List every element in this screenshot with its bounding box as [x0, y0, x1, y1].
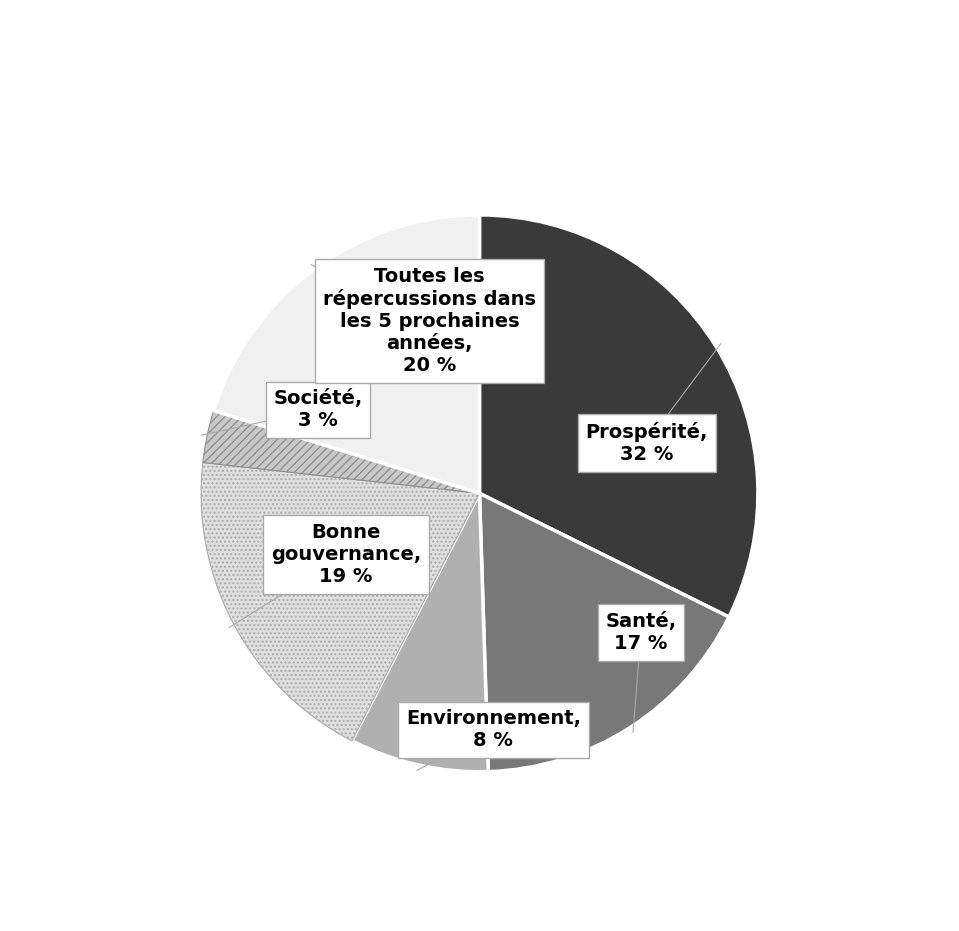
Wedge shape	[202, 411, 480, 493]
Wedge shape	[214, 215, 480, 493]
Wedge shape	[480, 215, 758, 617]
Wedge shape	[201, 463, 480, 741]
Text: Toutes les
répercussions dans
les 5 prochaines
années,
20 %: Toutes les répercussions dans les 5 proc…	[323, 266, 536, 375]
Text: Bonne
gouvernance,
19 %: Bonne gouvernance, 19 %	[270, 523, 421, 587]
Text: Société,
3 %: Société, 3 %	[273, 389, 363, 430]
Text: Prospérité,
32 %: Prospérité, 32 %	[585, 423, 708, 465]
Text: Santé,
17 %: Santé, 17 %	[605, 612, 676, 653]
Wedge shape	[480, 493, 729, 772]
Wedge shape	[352, 493, 488, 772]
Text: Environnement,
8 %: Environnement, 8 %	[406, 709, 581, 750]
